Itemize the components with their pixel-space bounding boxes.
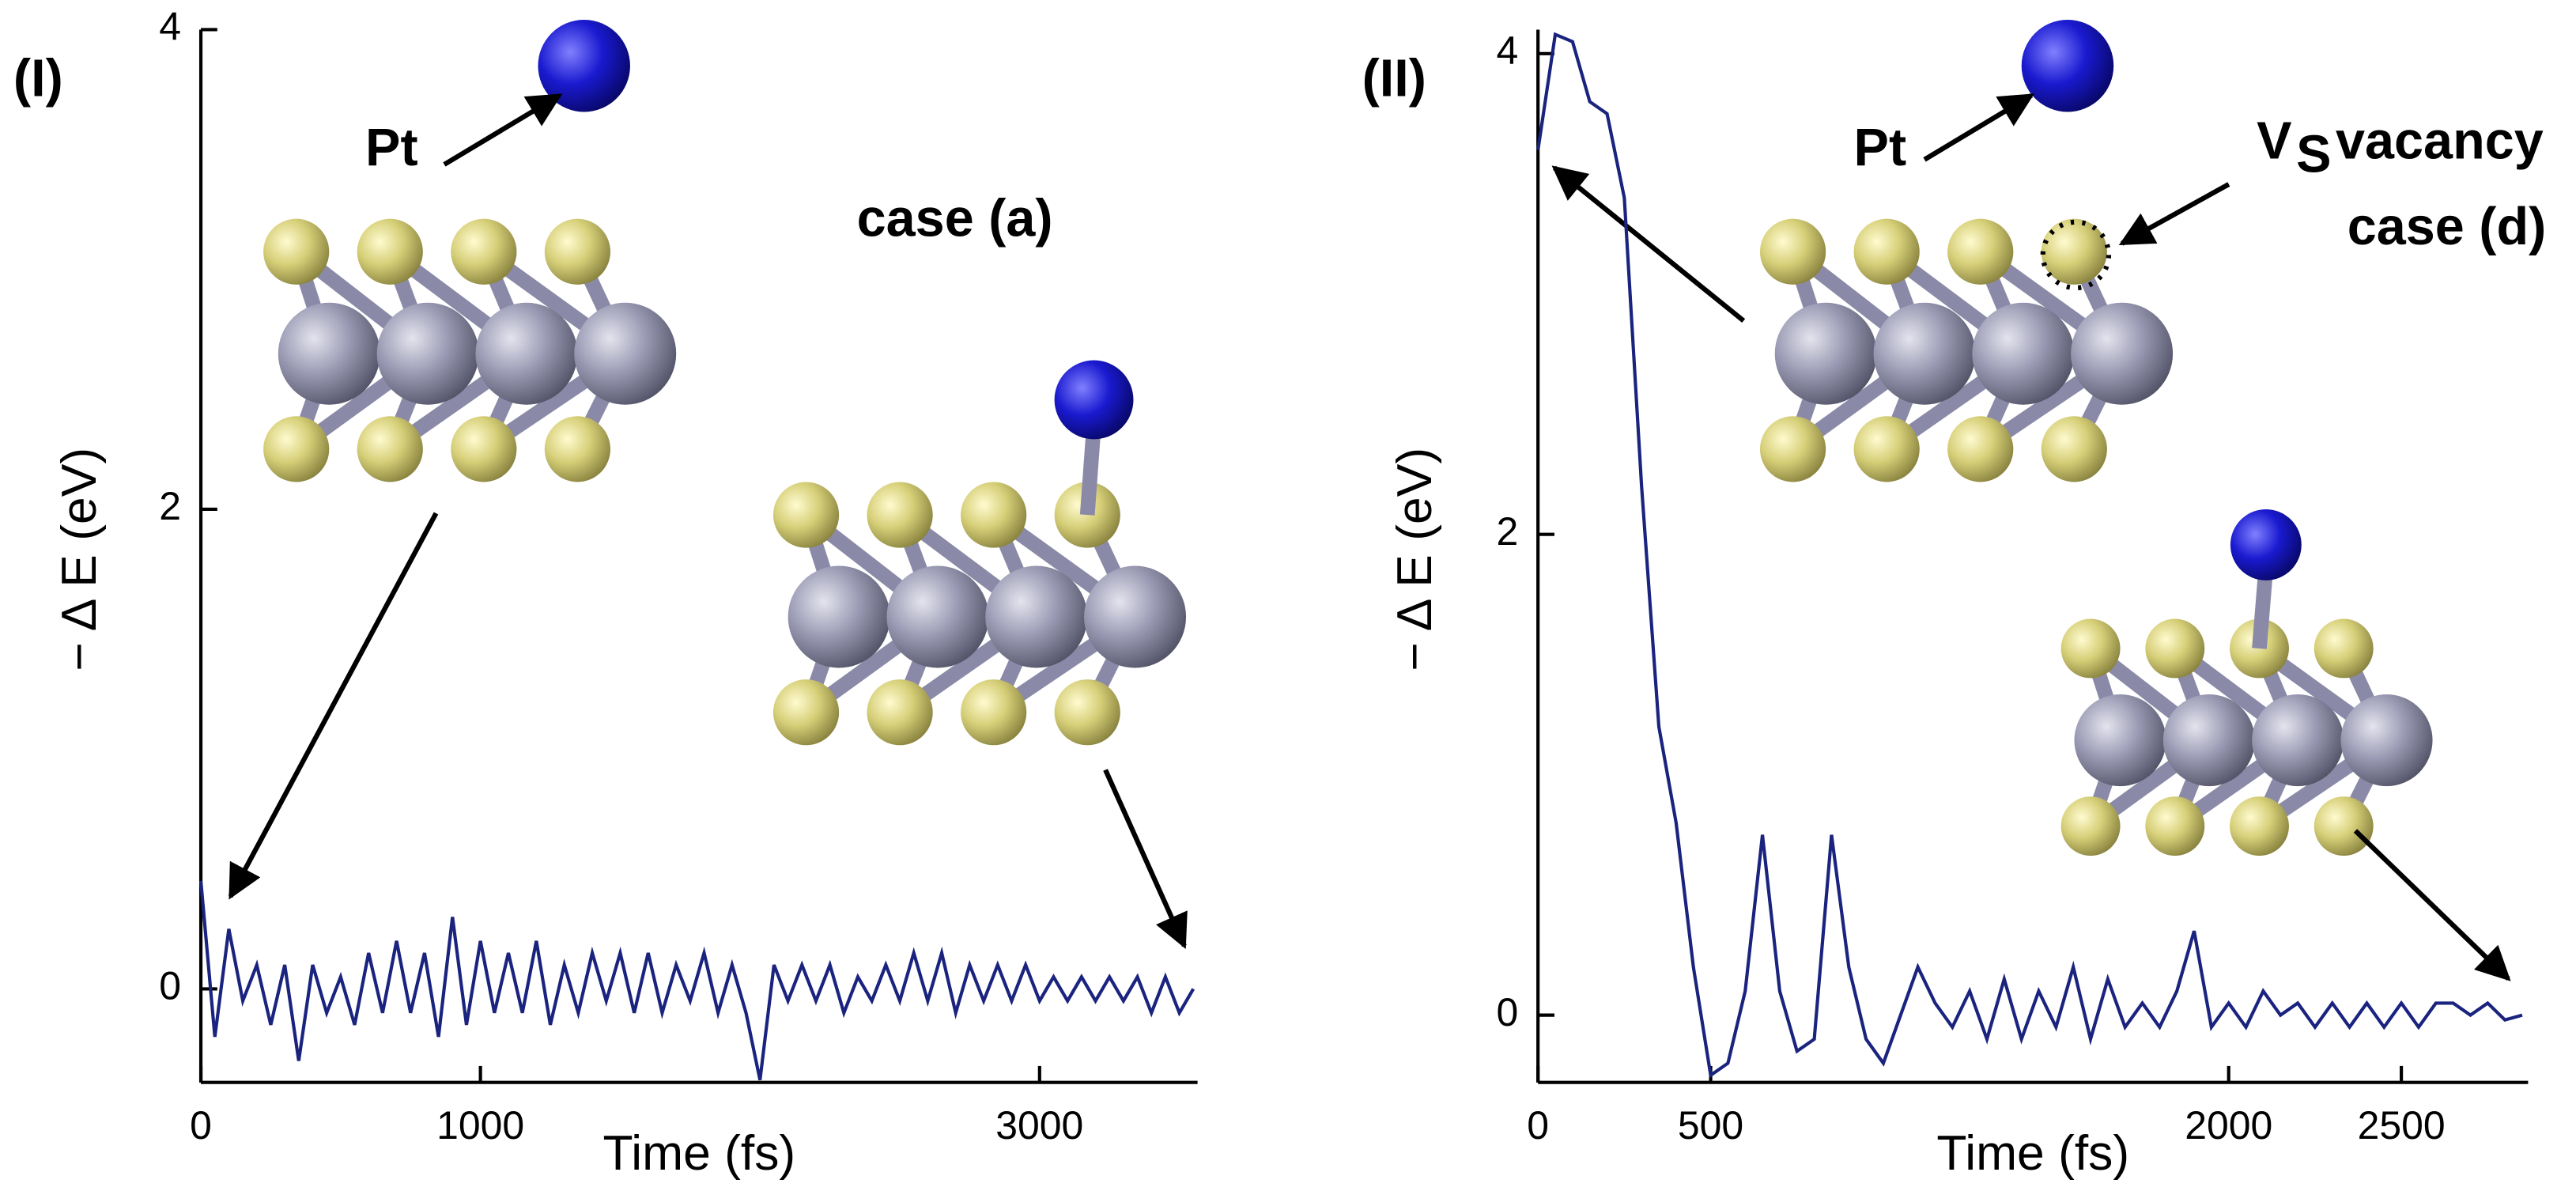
atom <box>1972 302 2075 405</box>
arrow <box>1923 93 2034 162</box>
atom <box>475 302 578 405</box>
atom <box>867 482 933 548</box>
x-tick-label: 1000 <box>436 1103 524 1148</box>
panel-label: (I) <box>13 50 63 108</box>
atom <box>1873 302 1976 405</box>
atom <box>2071 302 2174 405</box>
atom <box>451 416 517 482</box>
bond <box>1079 423 1101 516</box>
x-tick-label: 0 <box>1527 1103 1549 1148</box>
atom <box>961 679 1027 746</box>
atom <box>2074 694 2166 787</box>
atom <box>2041 416 2107 482</box>
atom <box>2041 218 2107 285</box>
x-tick-label: 500 <box>1678 1103 1743 1148</box>
annotation: V <box>2257 112 2291 171</box>
atom <box>544 218 610 285</box>
atom <box>1774 302 1877 405</box>
atom <box>1054 679 1120 746</box>
data-line <box>1536 32 2523 1079</box>
x-axis-title: Time (fs) <box>1936 1126 2129 1181</box>
atom <box>1947 416 2014 482</box>
y-tick-label: 4 <box>1496 28 1518 73</box>
atom <box>2230 796 2289 856</box>
atom <box>867 679 933 746</box>
atom <box>788 565 890 668</box>
atom <box>538 19 630 112</box>
atom <box>1947 218 2014 285</box>
atom <box>2060 796 2121 856</box>
atom <box>263 416 330 482</box>
y-axis-title: − Δ E (eV) <box>1388 448 1442 671</box>
bond <box>2252 566 2274 649</box>
atom <box>357 416 423 482</box>
atom <box>2021 19 2114 112</box>
annotation: vacancy <box>2336 112 2544 171</box>
atom <box>357 218 423 285</box>
arrow <box>443 93 563 167</box>
atom <box>772 679 840 746</box>
y-tick-label: 0 <box>1496 990 1518 1034</box>
x-tick-label: 2500 <box>2358 1103 2446 1148</box>
atom <box>2145 618 2205 679</box>
atom <box>961 482 1027 548</box>
atom <box>1853 218 1920 285</box>
atom <box>278 302 380 405</box>
atom <box>1084 565 1187 668</box>
atom <box>1054 360 1134 440</box>
arrow <box>2118 182 2230 246</box>
y-tick-label: 0 <box>159 964 181 1008</box>
atom <box>2162 694 2255 787</box>
atom <box>772 482 840 548</box>
arrow <box>228 512 439 900</box>
annotation: case (d) <box>2347 198 2547 256</box>
atom <box>263 218 330 285</box>
annotation: S <box>2296 125 2331 183</box>
atom <box>2230 509 2302 580</box>
x-axis-title: Time (fs) <box>602 1126 795 1181</box>
data-line <box>198 880 1195 1081</box>
x-tick-label: 2000 <box>2185 1103 2272 1148</box>
x-tick-label: 3000 <box>995 1103 1083 1148</box>
annotation: Pt <box>365 119 418 177</box>
atom <box>544 416 610 482</box>
atom <box>2340 694 2433 787</box>
y-tick-label: 2 <box>1496 509 1518 554</box>
x-tick-label: 0 <box>190 1103 212 1148</box>
atom <box>1853 416 1920 482</box>
atom <box>574 302 677 405</box>
arrow <box>1551 165 1746 323</box>
arrow <box>2353 829 2511 981</box>
y-tick-label: 2 <box>159 484 181 528</box>
atom <box>886 565 989 668</box>
atom <box>376 302 479 405</box>
atom <box>2145 796 2205 856</box>
atom <box>451 218 517 285</box>
atom <box>2060 618 2121 679</box>
annotation: case (a) <box>857 189 1053 248</box>
arrow <box>1103 769 1188 950</box>
atom <box>2252 694 2344 787</box>
atom <box>2313 796 2374 856</box>
vacancy <box>2040 219 2112 291</box>
y-tick-label: 4 <box>159 5 181 49</box>
atom <box>985 565 1088 668</box>
annotation: Pt <box>1854 119 1907 177</box>
panel-label: (II) <box>1362 50 1426 108</box>
atom <box>1759 218 1826 285</box>
atom <box>1759 416 1826 482</box>
atom <box>2313 618 2374 679</box>
y-axis-title: − Δ E (eV) <box>52 448 107 671</box>
